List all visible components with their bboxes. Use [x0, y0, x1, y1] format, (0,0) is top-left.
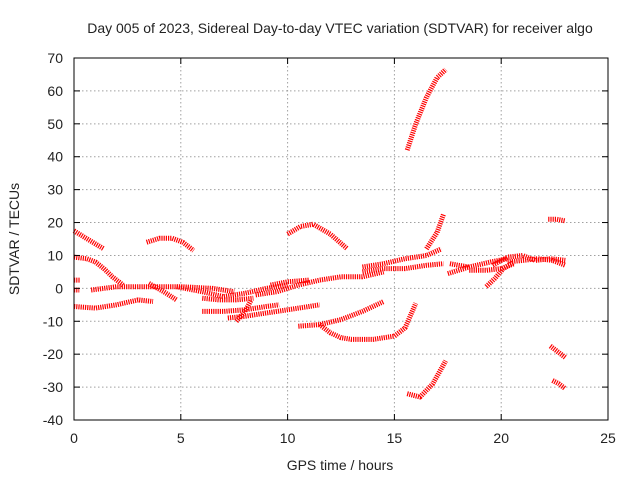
y-tick-label: 30 [47, 182, 63, 198]
data-series-arc-q [298, 299, 385, 329]
data-series-arc-y [447, 256, 509, 276]
data-series-arc-ab [491, 253, 566, 268]
y-tick-label: 50 [47, 116, 63, 132]
x-tick-label: 5 [177, 430, 185, 446]
tick-marks [73, 57, 609, 421]
data-series-arc-n [255, 269, 385, 298]
y-tick-label: 60 [47, 83, 63, 99]
grid [74, 58, 608, 420]
data-series-arc-i [176, 282, 288, 300]
y-tick-label: 70 [47, 50, 63, 66]
x-tick-label: 10 [280, 430, 296, 446]
data-series-arc-ad [548, 216, 566, 224]
x-tick-label: 20 [493, 430, 509, 446]
y-tick-label: 0 [55, 280, 63, 296]
y-tick-label: 10 [47, 247, 63, 263]
data-series-arc-r [318, 302, 419, 342]
plot-frame [73, 57, 609, 421]
y-tick-label: -10 [43, 313, 63, 329]
data-series-arc-s [362, 246, 443, 270]
data-series-arc-b [73, 254, 125, 288]
data-series-arc-u [404, 67, 448, 151]
y-tick-label: 20 [47, 215, 63, 231]
data-traces [72, 67, 567, 400]
data-series-arc-aa [484, 259, 516, 289]
data-series-arc-j [201, 295, 254, 303]
x-tick-labels: 0 5 10 15 20 25 [70, 430, 616, 446]
y-tick-label: -30 [43, 379, 63, 395]
x-tick-label: 15 [387, 430, 403, 446]
x-tick-label: 0 [70, 430, 78, 446]
x-axis-label: GPS time / hours [287, 457, 394, 473]
data-series-arc-w [406, 359, 448, 400]
y-tick-label: 40 [47, 149, 63, 165]
y-tick-label: -40 [43, 412, 63, 428]
data-series-arc-t [362, 261, 444, 275]
y-axis-label: SDTVAR / TECUs [6, 183, 22, 295]
data-series-arc-e [73, 297, 154, 311]
data-series-arc-g [145, 235, 196, 253]
data-series-arc-x [449, 261, 470, 270]
data-series-arc-ae [548, 344, 567, 360]
data-series-arc-h [147, 281, 178, 303]
chart-title: Day 005 of 2023, Sidereal Day-to-day VTE… [87, 20, 593, 36]
y-tick-labels: -40 -30 -20 -10 0 10 20 30 40 50 60 70 [43, 50, 63, 428]
data-series-arc-af [551, 378, 567, 391]
y-tick-label: -20 [43, 346, 63, 362]
data-series-arc-k [202, 302, 280, 314]
data-series-arc-o [270, 277, 310, 288]
x-tick-label: 25 [600, 430, 616, 446]
data-series-arc-p [286, 221, 350, 251]
data-series-arc-z [469, 261, 515, 273]
data-series-arc-f [90, 284, 235, 295]
